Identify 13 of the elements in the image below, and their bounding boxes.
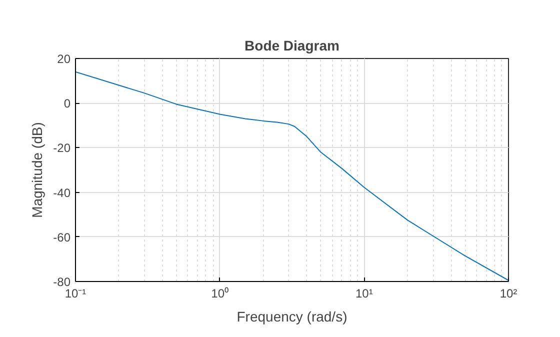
y-tick-label: -20 xyxy=(53,141,71,156)
x-tick-label: 10¹ xyxy=(355,286,373,300)
y-axis-title: Magnitude (dB) xyxy=(29,122,46,218)
y-tick-label: -80 xyxy=(53,275,71,289)
y-tick-label: 20 xyxy=(57,52,71,66)
x-axis-title: Frequency (rad/s) xyxy=(236,308,348,324)
chart-title: Bode Diagram xyxy=(244,38,340,54)
x-tick-label: 10⁰ xyxy=(211,286,229,300)
y-tick-label: -60 xyxy=(53,230,71,244)
x-tick-label: 10⁻¹ xyxy=(64,286,86,300)
y-tick-label: -40 xyxy=(53,186,71,200)
y-tick-label: 0 xyxy=(64,96,71,111)
x-tick-label: 10² xyxy=(500,286,518,300)
